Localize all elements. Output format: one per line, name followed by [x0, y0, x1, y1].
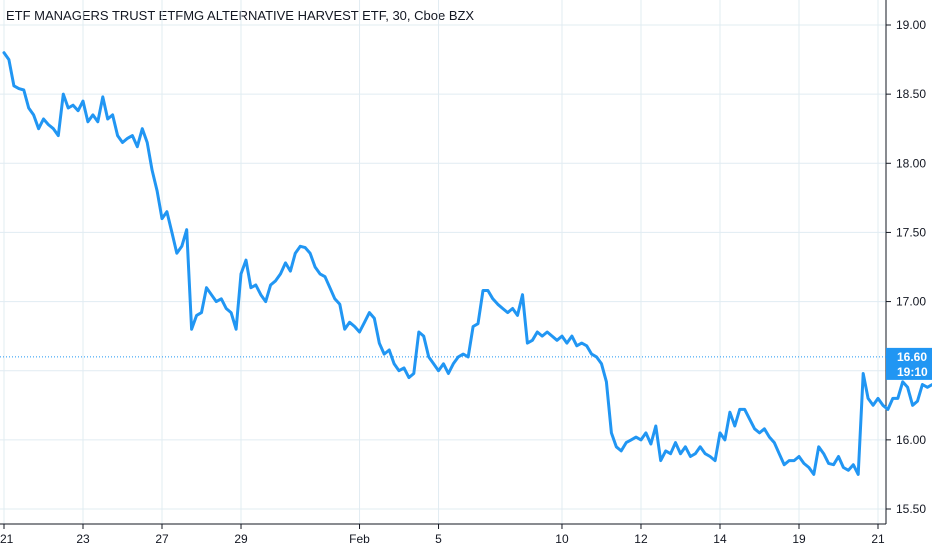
x-tick-label: 10: [555, 532, 569, 546]
x-tick-label: 19: [792, 532, 806, 546]
time-axis[interactable]: 21 23 27 29 Feb 5 10 12 14 19 21: [0, 524, 885, 546]
x-tick-label: 29: [234, 532, 248, 546]
x-tick-label: 21: [871, 532, 885, 546]
y-tick-label: 17.50: [896, 225, 926, 239]
y-tick-label: 18.50: [896, 87, 926, 101]
vertical-gridlines: [3, 0, 879, 524]
y-tick-label: 17.00: [896, 295, 926, 309]
series-line: [2, 51, 932, 476]
x-tick-label: 12: [634, 532, 648, 546]
x-tick-label: 5: [435, 532, 442, 546]
last-price-badge: 16.60 19:10: [886, 347, 932, 380]
y-tick-label: 16.00: [896, 433, 926, 447]
chart-title: ETF MANAGERS TRUST ETFMG ALTERNATIVE HAR…: [6, 8, 475, 23]
last-price-label: 16.60: [897, 350, 927, 364]
x-tick-label: 14: [713, 532, 727, 546]
x-tick-label: 27: [155, 532, 169, 546]
x-tick-label: Feb: [349, 532, 370, 546]
y-tick-label: 19.00: [896, 18, 926, 32]
x-tick-label: 21: [0, 532, 14, 546]
y-tick-label: 15.50: [896, 502, 926, 516]
last-time-label: 19:10: [897, 365, 928, 379]
horizontal-gridlines: [0, 24, 886, 510]
x-tick-label: 23: [76, 532, 90, 546]
y-tick-label: 18.00: [896, 156, 926, 170]
